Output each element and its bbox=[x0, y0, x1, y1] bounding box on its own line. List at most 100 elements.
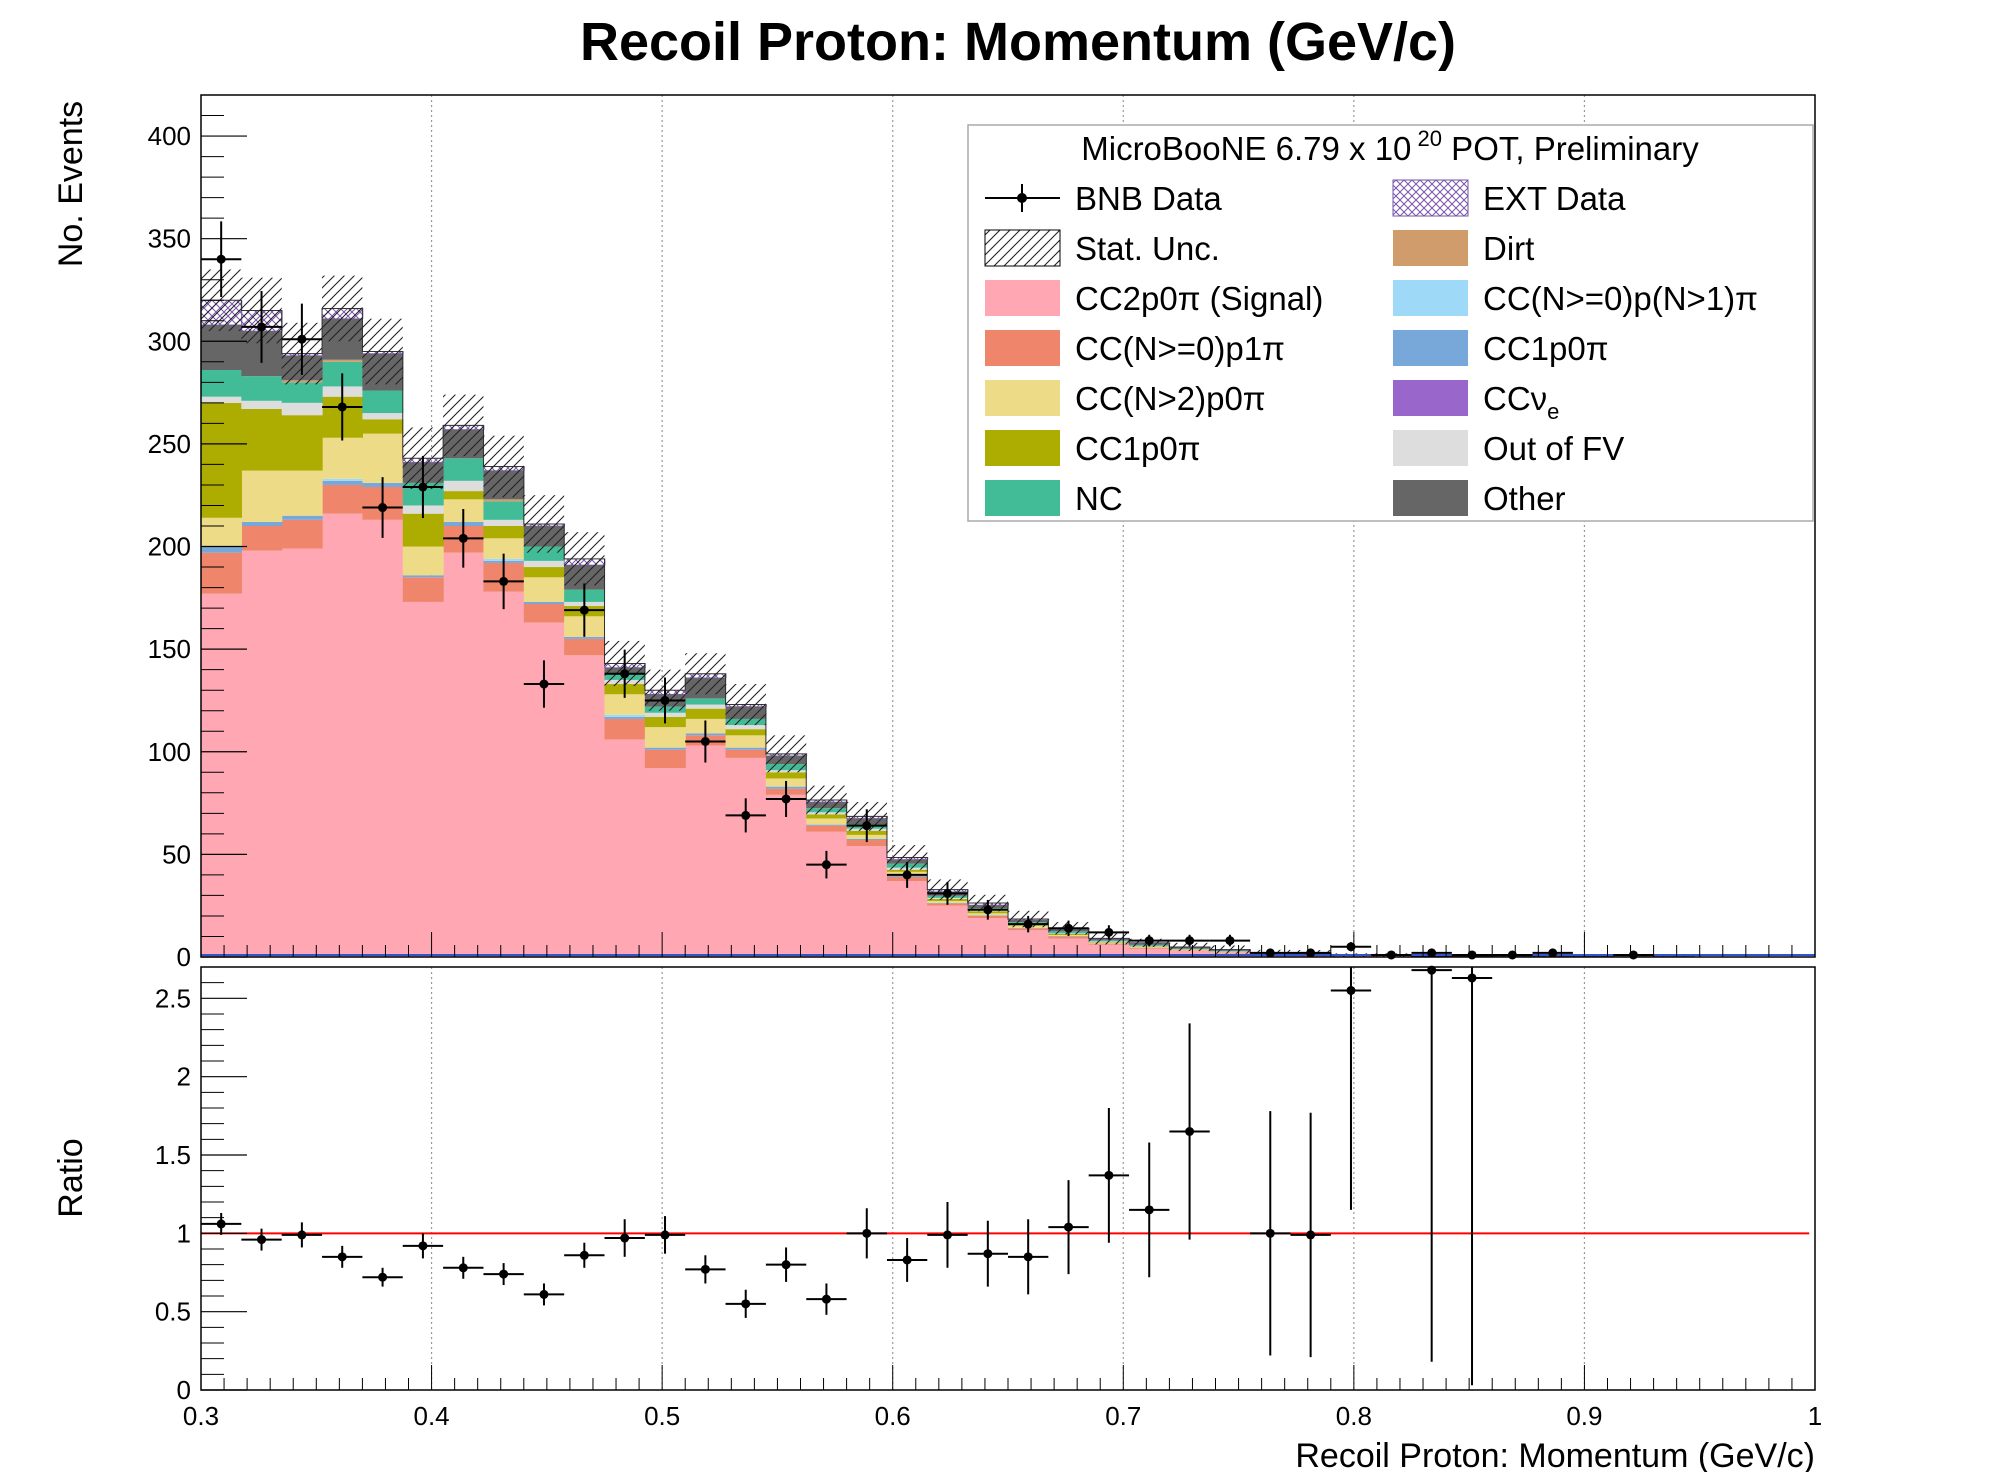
y-axis-label-ratio: Ratio bbox=[52, 1138, 90, 1217]
histogram-bar bbox=[564, 636, 606, 639]
ratio-points bbox=[201, 965, 1493, 1386]
legend-swatch-data-point bbox=[1017, 193, 1027, 203]
ratio-point bbox=[1104, 1170, 1114, 1180]
histogram-bar bbox=[604, 694, 646, 715]
histogram-bar bbox=[241, 526, 283, 551]
x-tick-label: 0.6 bbox=[875, 1401, 911, 1431]
legend-swatch bbox=[985, 480, 1060, 516]
histogram-bar bbox=[765, 772, 807, 779]
data-point bbox=[1346, 942, 1356, 952]
histogram-bar bbox=[201, 593, 242, 957]
ratio-point bbox=[902, 1255, 912, 1265]
legend-swatch-ext bbox=[1392, 179, 1469, 217]
histogram-bar bbox=[846, 840, 888, 847]
histogram-bar bbox=[604, 718, 646, 740]
ratio-point bbox=[983, 1249, 993, 1259]
histogram-bar bbox=[886, 881, 928, 957]
x-tick-label: 1 bbox=[1808, 1401, 1822, 1431]
y-tick-label: 200 bbox=[148, 532, 191, 562]
histogram-bar bbox=[725, 747, 767, 750]
data-point bbox=[942, 888, 952, 898]
data-point bbox=[902, 870, 912, 880]
data-point bbox=[458, 533, 468, 543]
histogram-bar bbox=[483, 538, 525, 559]
legend-label: CCνe bbox=[1483, 380, 1559, 424]
legend-label: CC(N>=0)p1π bbox=[1075, 330, 1285, 367]
histogram-bar bbox=[362, 413, 404, 420]
histogram-bar bbox=[1008, 930, 1049, 957]
ratio-point bbox=[418, 1241, 428, 1251]
histogram-bar bbox=[281, 515, 323, 520]
histogram-bar bbox=[564, 655, 606, 957]
stat-unc-box bbox=[483, 435, 524, 498]
ratio-point bbox=[539, 1289, 549, 1299]
stat-unc-box bbox=[685, 653, 726, 695]
histogram-bar bbox=[362, 390, 404, 414]
data-point bbox=[297, 334, 307, 344]
histogram-bar bbox=[241, 376, 283, 401]
legend-swatch bbox=[985, 380, 1060, 416]
histogram-bar bbox=[362, 519, 404, 957]
histogram-bar bbox=[806, 831, 848, 957]
histogram-bar bbox=[765, 794, 807, 957]
histogram-bar bbox=[201, 324, 242, 371]
x-tick-label: 0.9 bbox=[1566, 1401, 1602, 1431]
histogram-bar bbox=[685, 698, 727, 705]
histogram-bar bbox=[846, 846, 888, 957]
data-point bbox=[741, 810, 751, 820]
histogram-bar bbox=[322, 484, 363, 514]
histogram-bar bbox=[1129, 946, 1170, 948]
histogram-bar bbox=[483, 501, 525, 520]
legend-swatch bbox=[1393, 480, 1468, 516]
histogram-bar bbox=[443, 552, 485, 957]
legend-label: NC bbox=[1075, 480, 1123, 517]
histogram-bar bbox=[201, 396, 242, 403]
stat-unc-box bbox=[806, 785, 847, 815]
histogram-bar bbox=[402, 601, 444, 957]
histogram-bar bbox=[322, 359, 363, 362]
stat-unc-box bbox=[443, 394, 484, 457]
data-point bbox=[983, 905, 993, 915]
data-point bbox=[539, 679, 549, 689]
histogram-bar bbox=[281, 382, 323, 403]
ratio-point bbox=[297, 1230, 307, 1240]
histogram-bar bbox=[201, 552, 242, 594]
legend-header: MicroBooNE 6.79 x 10 20 POT, Preliminary bbox=[1081, 126, 1699, 167]
main-histogram-panel: 0 50 100 150 200 250 300 350 400 bbox=[148, 94, 1816, 972]
ratio-point bbox=[1427, 965, 1437, 975]
histogram-bar bbox=[523, 577, 565, 602]
y-axis-label-events: No. Events bbox=[52, 101, 90, 267]
histogram-bar bbox=[201, 370, 242, 397]
ratio-point bbox=[660, 1230, 670, 1240]
histogram-bar bbox=[806, 814, 848, 819]
histogram-bar bbox=[362, 433, 404, 483]
histogram-bar bbox=[644, 768, 686, 957]
ratio-point bbox=[1144, 1205, 1154, 1215]
legend-label: CC1p0π bbox=[1483, 330, 1609, 367]
histogram-bar bbox=[201, 546, 242, 553]
data-point bbox=[1265, 948, 1275, 958]
histogram-bar bbox=[604, 716, 646, 719]
legend-box bbox=[967, 124, 1814, 522]
histogram-bar bbox=[523, 567, 565, 578]
histogram-bar bbox=[241, 409, 283, 471]
histogram-bar bbox=[483, 499, 525, 502]
data-point bbox=[1306, 948, 1316, 958]
data-point bbox=[1427, 948, 1437, 958]
ratio-point bbox=[620, 1233, 630, 1243]
legend-label: Stat. Unc. bbox=[1075, 230, 1220, 267]
ratio-point bbox=[1064, 1222, 1074, 1232]
histogram-bar bbox=[241, 550, 283, 957]
y-tick-label: 0 bbox=[177, 942, 191, 972]
histogram-bar bbox=[402, 575, 444, 578]
stat-unc-box bbox=[322, 275, 363, 342]
histogram-bar bbox=[443, 480, 485, 492]
data-point bbox=[862, 821, 872, 831]
ratio-point bbox=[1023, 1252, 1033, 1262]
data-point bbox=[700, 737, 710, 746]
data-point bbox=[499, 576, 509, 586]
legend-swatch bbox=[1393, 230, 1468, 266]
histogram-bar bbox=[443, 491, 485, 500]
histogram-bar bbox=[523, 560, 565, 568]
